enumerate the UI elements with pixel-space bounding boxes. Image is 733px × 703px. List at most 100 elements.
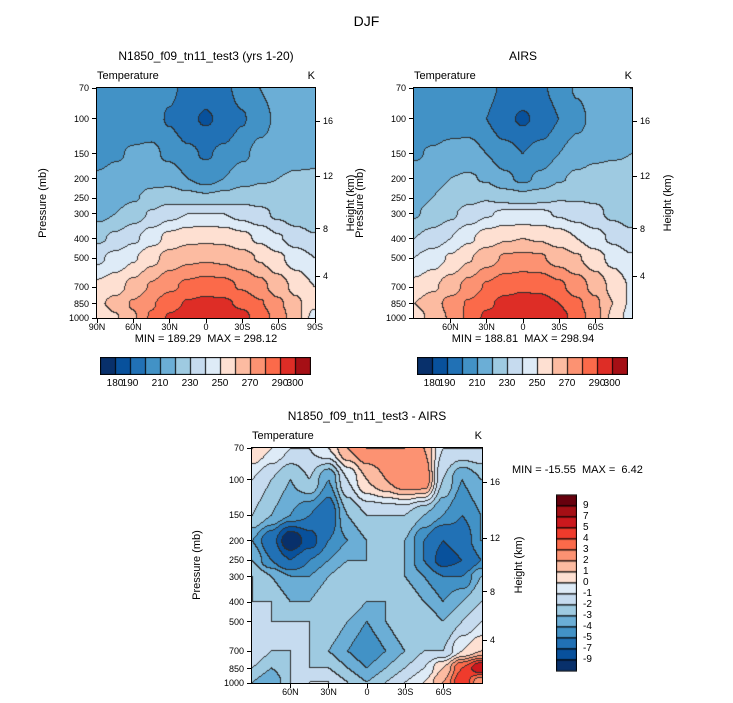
colorbar-tick-label: 230 <box>181 378 199 389</box>
colorbar-tick-label: 290 <box>588 378 606 389</box>
pressure-tick-label: 850 <box>228 663 244 674</box>
pressure-tick-label: 1000 <box>68 313 89 323</box>
pressure-tick <box>92 118 97 120</box>
pressure-tick <box>92 303 97 305</box>
colorbar-canvas <box>417 357 628 375</box>
colorbar-tick-label: -2 <box>583 599 592 610</box>
height-tick-label: 4 <box>323 271 329 282</box>
height-tick-label: 12 <box>640 171 651 182</box>
pressure-tick <box>409 257 414 259</box>
pressure-tick-label: 300 <box>228 571 244 582</box>
colorbar-tick-label: 180 <box>423 378 441 389</box>
height-tick-label: 16 <box>640 116 651 127</box>
pressure-tick-label: 250 <box>390 193 406 204</box>
latitude-tick <box>169 318 171 323</box>
units-label-model: K <box>307 70 315 82</box>
latitude-tick <box>366 683 368 688</box>
pressure-tick <box>247 621 252 623</box>
panel-title-diff: N1850_f09_tn11_test3 - AIRS <box>287 409 447 423</box>
pressure-tick-label: 300 <box>390 208 406 219</box>
height-tick-label: 16 <box>323 116 334 127</box>
pressure-tick <box>409 178 414 180</box>
pressure-tick-label: 250 <box>228 555 244 566</box>
height-tick <box>632 228 637 230</box>
latitude-tick <box>595 318 597 323</box>
colorbar-tick-label: 5 <box>583 522 589 533</box>
colorbar-tick-label: 210 <box>468 378 486 389</box>
latitude-tick-label: 30N <box>478 322 495 332</box>
latitude-tick <box>486 318 488 323</box>
colorbar-tick-label: 210 <box>151 378 169 389</box>
colorbar-tick-label: 190 <box>121 378 139 389</box>
field-row-model: Temperature K <box>97 70 315 82</box>
pressure-tick <box>247 668 252 670</box>
pressure-tick-label: 100 <box>390 113 406 124</box>
pressure-tick-label: 200 <box>73 173 89 184</box>
pressure-tick-label: 850 <box>390 298 406 309</box>
contour-plot-airs: 70 100 150 200 250 300 400 500 700 850 1000 16 12 8 4 6… <box>386 83 650 332</box>
colorbar-tick-label: 190 <box>438 378 456 389</box>
pressure-tick-label: 150 <box>228 510 244 521</box>
latitude-tick-label: 0 <box>520 322 526 332</box>
contour-canvas-airs <box>414 88 632 318</box>
latitude-tick-label: 60S <box>587 322 604 332</box>
figure-title: DJF <box>353 13 380 29</box>
latitude-tick <box>278 318 280 323</box>
colorbar-tick-label: 3 <box>583 544 589 555</box>
pressure-tick <box>409 197 414 199</box>
height-tick-label: 12 <box>490 533 501 544</box>
pressure-axis-label-airs: Pressure (mb) <box>354 168 366 238</box>
pressure-tick-label: 400 <box>73 233 89 244</box>
latitude-tick-label: 30N <box>161 322 178 332</box>
height-tick <box>315 120 320 122</box>
pressure-tick <box>409 118 414 120</box>
height-tick <box>632 120 637 122</box>
pressure-tick <box>247 559 252 561</box>
pressure-tick <box>247 447 252 449</box>
latitude-tick <box>132 318 134 323</box>
colorbar-tick-label: 2 <box>583 555 589 566</box>
pressure-tick <box>92 153 97 155</box>
pressure-tick <box>92 213 97 215</box>
pressure-tick <box>409 213 414 215</box>
pressure-tick <box>247 479 252 481</box>
contour-canvas-model <box>97 88 315 318</box>
pressure-tick-label: 150 <box>73 148 89 159</box>
pressure-tick-label: 400 <box>390 233 406 244</box>
colorbar-tick-label: 4 <box>583 533 589 544</box>
contour-plot-diff: 70 100 150 200 250 300 400 500 700 850 1000 16 12 8 4 6… <box>224 443 500 697</box>
height-tick-label: 8 <box>490 586 496 597</box>
pressure-tick-label: 700 <box>228 646 244 657</box>
pressure-tick-label: 300 <box>73 208 89 219</box>
latitude-tick <box>328 683 330 688</box>
pressure-axis-label-model: Pressure (mb) <box>37 168 49 238</box>
temperature-colorbar-airs: 180 190 210 230 250 270 290 300 <box>417 357 629 391</box>
latitude-tick <box>558 318 560 323</box>
height-tick <box>482 481 487 483</box>
field-label-diff: Temperature <box>252 430 314 442</box>
field-row-airs: Temperature K <box>414 70 632 82</box>
colorbar-tick-label: 300 <box>603 378 621 389</box>
panel-title-model: N1850_f09_tn11_test3 (yrs 1-20) <box>118 49 294 63</box>
latitude-tick-label: 30S <box>397 687 414 697</box>
pressure-axis-label-diff: Pressure (mb) <box>191 530 203 600</box>
minmax-diff: MIN = -15.55 MAX = 6.42 <box>512 464 643 476</box>
colorbar-tick-label: 1 <box>583 566 589 577</box>
height-tick <box>482 537 487 539</box>
height-tick-label: 8 <box>323 223 329 234</box>
latitude-tick-label: 60N <box>282 687 299 697</box>
colorbar-tick-label: 7 <box>583 511 589 522</box>
latitude-tick <box>443 683 445 688</box>
field-row-diff: Temperature K <box>252 430 482 442</box>
pressure-tick <box>247 682 252 684</box>
pressure-tick <box>92 197 97 199</box>
height-tick <box>632 175 637 177</box>
colorbar-tick-label: 270 <box>558 378 576 389</box>
latitude-tick-label: 60N <box>442 322 459 332</box>
height-tick-label: 8 <box>640 223 646 234</box>
pressure-tick-label: 1000 <box>223 678 244 688</box>
latitude-tick-label: 30N <box>320 687 337 697</box>
latitude-tick-label: 30S <box>234 322 251 332</box>
pressure-tick-label: 700 <box>390 282 406 293</box>
